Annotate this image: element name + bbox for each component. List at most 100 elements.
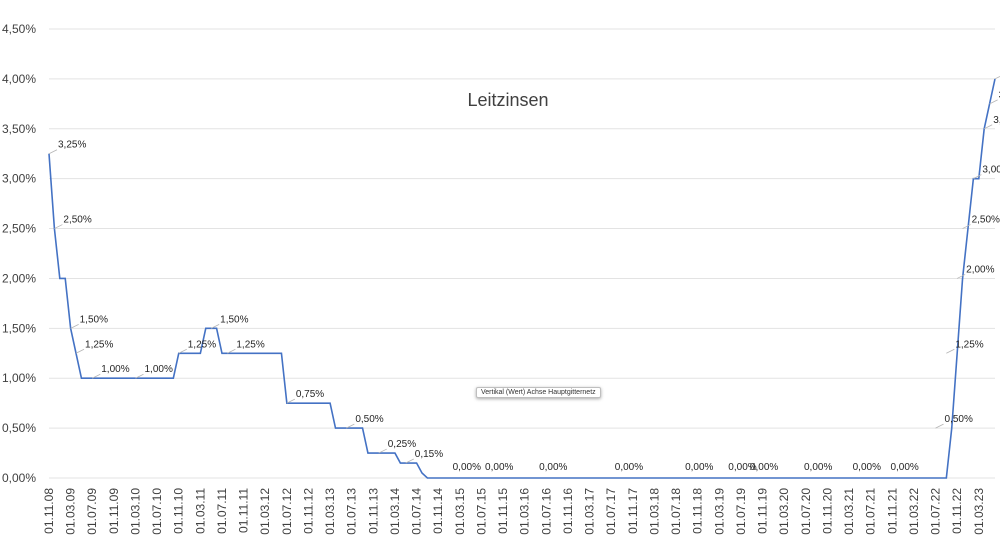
y-tick-label: 4,50%	[2, 22, 36, 36]
series-layer	[48, 78, 996, 479]
data-label: 3,75%	[999, 90, 1000, 101]
x-tick-label: 01.11.20	[820, 488, 834, 534]
data-label-leader	[956, 274, 966, 279]
data-label-leader	[92, 373, 101, 379]
data-label: 2,50%	[63, 215, 91, 226]
x-tick-label: 01.07.21	[864, 488, 878, 535]
x-tick-label: 01.11.08	[42, 488, 56, 534]
x-tick-label: 01.11.18	[691, 488, 705, 534]
data-label: 1,50%	[80, 314, 108, 325]
data-label: 1,50%	[220, 314, 248, 325]
x-tick-label: 01.03.20	[777, 488, 791, 535]
y-tick-label: 4,00%	[2, 72, 36, 86]
x-tick-label: 01.03.09	[64, 488, 78, 535]
data-label: 1,00%	[101, 364, 129, 375]
x-tick-label: 01.11.15	[496, 488, 510, 534]
data-label: 3,25%	[58, 140, 86, 151]
data-label-leader	[346, 423, 355, 429]
y-tick-label: 1,50%	[2, 321, 36, 335]
x-tick-label: 01.11.21	[885, 488, 899, 534]
x-tick-label: 01.07.16	[539, 488, 553, 535]
data-label: 1,25%	[236, 339, 264, 350]
data-label: 0,00%	[615, 462, 643, 473]
data-label: 1,25%	[188, 339, 216, 350]
data-label: 0,00%	[685, 462, 713, 473]
x-tick-label: 01.03.21	[842, 488, 856, 535]
data-label: 0,00%	[453, 462, 481, 473]
x-tick-label: 01.03.18	[647, 488, 661, 535]
data-label: 0,25%	[388, 439, 416, 450]
data-label-leader	[405, 458, 414, 464]
data-label-leader	[378, 448, 387, 454]
x-tick-label: 01.07.20	[799, 488, 813, 535]
y-tick-label: 0,00%	[2, 471, 36, 485]
x-tick-label: 01.11.13	[366, 488, 380, 534]
y-tick-label: 3,00%	[2, 172, 36, 186]
data-label-leader	[994, 75, 1000, 80]
x-tick-label: 01.07.12	[280, 488, 294, 535]
x-tick-label: 01.03.13	[323, 488, 337, 535]
x-tick-label: 01.11.11	[237, 488, 251, 533]
data-label: 0,00%	[890, 462, 918, 473]
data-label-leader	[973, 174, 982, 180]
x-tick-label: 01.03.15	[453, 488, 467, 535]
y-tick-label: 2,50%	[2, 222, 36, 236]
x-tick-label: 01.07.13	[345, 488, 359, 535]
x-tick-label: 01.07.11	[215, 488, 229, 534]
data-label: 0,00%	[804, 462, 832, 473]
data-label-leader	[54, 224, 63, 229]
data-label-leader	[946, 348, 955, 354]
x-tick-label: 01.03.12	[258, 488, 272, 535]
x-tick-label: 01.11.12	[301, 488, 315, 534]
chart-title: Leitzinsen	[467, 90, 548, 110]
data-label: 3,50%	[993, 115, 1000, 126]
x-tick-label: 01.11.17	[626, 488, 640, 534]
x-tick-label: 01.03.19	[712, 488, 726, 535]
x-tick-label: 01.03.17	[583, 488, 597, 535]
x-tick-label: 01.07.09	[85, 488, 99, 535]
x-tick-label: 01.11.19	[756, 488, 770, 534]
x-tick-label: 01.07.15	[474, 488, 488, 535]
data-label: 0,75%	[296, 389, 324, 400]
x-tick-label: 01.03.10	[128, 488, 142, 535]
y-tick-label: 1,00%	[2, 371, 36, 385]
data-label-leader	[210, 323, 220, 329]
x-tick-label: 01.11.16	[561, 488, 575, 534]
data-label: 0,00%	[728, 462, 756, 473]
series-line	[48, 78, 996, 479]
y-tick-label: 0,50%	[2, 421, 36, 435]
data-label: 0,00%	[750, 462, 778, 473]
x-tick-label: 01.07.14	[410, 488, 424, 535]
data-label: 1,25%	[85, 339, 113, 350]
x-tick-label: 01.03.22	[907, 488, 921, 535]
y-tick-label: 2,00%	[2, 271, 36, 285]
data-label: 0,50%	[945, 414, 973, 425]
x-tick-label: 01.07.10	[150, 488, 164, 535]
x-tick-label: 01.03.23	[972, 488, 986, 535]
data-label-leader	[962, 224, 971, 229]
x-tick-label: 01.07.22	[929, 488, 943, 535]
data-label-leader	[935, 423, 944, 429]
x-axis-tick-labels: 01.11.08 01.03.09 01.07.09 01.11.09 01.03.10…	[42, 488, 986, 535]
y-axis-tick-labels: 0,00% 0,50% 1,00% 1,50% 2,00% 2,50% 3,00% 3,50%…	[2, 22, 36, 485]
data-label-leader	[75, 348, 85, 354]
data-label: 0,00%	[485, 462, 513, 473]
data-label-leader	[135, 373, 144, 379]
data-label: 0,00%	[853, 462, 881, 473]
gridline-tooltip: Vertikal (Wert) Achse Hauptgitternetz	[476, 387, 601, 398]
data-label-leader	[286, 398, 296, 404]
data-label: 0,15%	[415, 449, 443, 460]
data-label: 2,50%	[972, 215, 1000, 226]
data-label-leader	[178, 348, 187, 354]
data-label: 1,25%	[955, 339, 983, 350]
data-label-leader	[227, 348, 236, 354]
x-tick-label: 01.07.18	[669, 488, 683, 535]
x-tick-label: 01.03.16	[518, 488, 532, 535]
x-tick-label: 01.11.09	[107, 488, 121, 534]
data-label: 1,00%	[144, 364, 172, 375]
data-label-leader	[70, 323, 79, 329]
data-label: 2,00%	[966, 264, 994, 275]
x-tick-label: 01.03.14	[388, 488, 402, 535]
y-tick-label: 3,50%	[2, 122, 36, 136]
